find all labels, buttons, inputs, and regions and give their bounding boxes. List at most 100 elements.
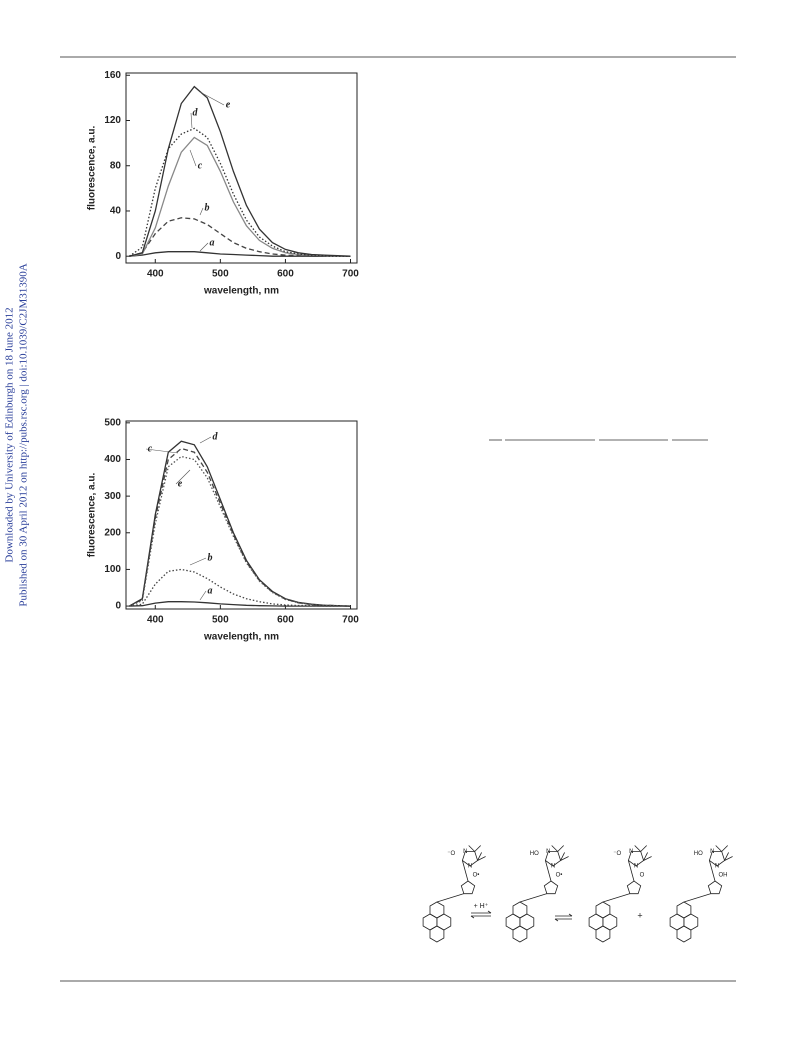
atom-label: N xyxy=(463,849,467,855)
equilibrium-arrows xyxy=(470,910,573,922)
y-axis-label: fluorescence, a.u. xyxy=(87,126,98,211)
methyl xyxy=(634,845,641,852)
series-label: b xyxy=(208,552,213,563)
x-tick-label: 500 xyxy=(212,269,229,280)
imidazoline xyxy=(708,851,726,867)
imidazoline xyxy=(544,851,562,867)
sidebar-published: Published on 30 April 2012 on http://pub… xyxy=(18,263,30,606)
y-tick-label: 40 xyxy=(110,206,122,217)
imidazoline xyxy=(627,851,645,867)
spectrum-line xyxy=(129,217,351,257)
ring xyxy=(512,901,528,919)
methyl xyxy=(721,845,728,852)
atom-label: N xyxy=(715,864,719,870)
y-tick-label: 500 xyxy=(104,417,121,428)
methyl xyxy=(640,845,647,852)
series-label: d xyxy=(213,431,219,442)
bond xyxy=(602,893,631,903)
sidebar-download: Downloaded by University of Edinburgh on… xyxy=(4,307,16,562)
x-tick-label: 400 xyxy=(147,615,164,626)
y-tick-label: 200 xyxy=(104,527,121,538)
methyl xyxy=(724,852,729,861)
y-tick-label: 160 xyxy=(104,70,121,81)
bond xyxy=(436,893,465,903)
leader-line xyxy=(199,207,204,216)
spectrum-line xyxy=(129,568,351,607)
spectrum-line xyxy=(129,85,351,257)
spectrum-line xyxy=(128,127,351,257)
pyrazole xyxy=(460,880,476,895)
bond xyxy=(628,860,635,882)
ring xyxy=(429,901,445,919)
x-tick-label: 700 xyxy=(342,615,359,626)
pyrazole xyxy=(543,880,559,895)
y-tick-label: 80 xyxy=(110,160,122,171)
leader-line xyxy=(175,469,191,485)
atom-label: ⁻O xyxy=(613,851,621,857)
methyl xyxy=(643,856,652,861)
plus-sign: + xyxy=(637,910,642,920)
series-label: e xyxy=(226,99,231,110)
y-tick-label: 0 xyxy=(115,251,121,262)
methyl xyxy=(560,856,569,861)
bond xyxy=(462,860,469,882)
ring xyxy=(512,925,528,943)
ring xyxy=(595,925,611,943)
leader-line xyxy=(189,149,197,167)
plot-frame xyxy=(125,420,358,610)
molecule xyxy=(505,845,569,943)
spectrum-line xyxy=(128,440,351,607)
ring xyxy=(676,925,692,943)
molecule xyxy=(422,845,486,943)
ring xyxy=(595,901,611,919)
x-tick-label: 600 xyxy=(277,269,294,280)
atom-label: OH xyxy=(719,873,728,879)
atom-label: N xyxy=(629,849,633,855)
imidazoline xyxy=(461,851,479,867)
ring xyxy=(676,901,692,919)
atom-label: O xyxy=(640,873,645,879)
atom-label: N xyxy=(710,849,714,855)
spectrum-line xyxy=(129,601,351,607)
atom-label: N xyxy=(468,864,472,870)
methyl xyxy=(551,845,558,852)
atom-label: ⁻O xyxy=(447,851,455,857)
leader-line xyxy=(199,242,209,252)
x-tick-label: 700 xyxy=(342,269,359,280)
leader-line xyxy=(145,448,179,454)
y-tick-label: 300 xyxy=(104,491,121,502)
pyrazole xyxy=(626,880,642,895)
atom-label: HO xyxy=(694,851,703,857)
methyl xyxy=(557,845,564,852)
atom-label: N xyxy=(551,864,555,870)
ring xyxy=(429,925,445,943)
methyl xyxy=(724,856,733,861)
atom-label: O• xyxy=(473,873,480,879)
pyrazole xyxy=(707,880,723,895)
series-label: a xyxy=(208,585,213,596)
series-label: c xyxy=(148,443,153,454)
series-label: c xyxy=(198,160,203,171)
bond xyxy=(709,860,716,882)
leader-line xyxy=(199,91,225,106)
bond xyxy=(683,893,712,903)
x-tick-label: 500 xyxy=(212,615,229,626)
atom-label: N xyxy=(634,864,638,870)
y-tick-label: 0 xyxy=(115,601,121,612)
leader-line xyxy=(199,590,207,601)
x-axis-label: wavelength, nm xyxy=(203,286,279,297)
series-label: d xyxy=(193,107,199,118)
y-tick-label: 120 xyxy=(104,115,121,126)
methyl xyxy=(477,852,482,861)
atom-label: N xyxy=(546,849,550,855)
x-tick-label: 400 xyxy=(147,269,164,280)
series-label: b xyxy=(205,202,210,213)
methyl xyxy=(715,845,722,852)
bond xyxy=(545,860,552,882)
spectrum-line xyxy=(129,455,351,607)
y-tick-label: 400 xyxy=(104,454,121,465)
series-label: a xyxy=(210,237,215,248)
series-label: e xyxy=(178,478,183,489)
